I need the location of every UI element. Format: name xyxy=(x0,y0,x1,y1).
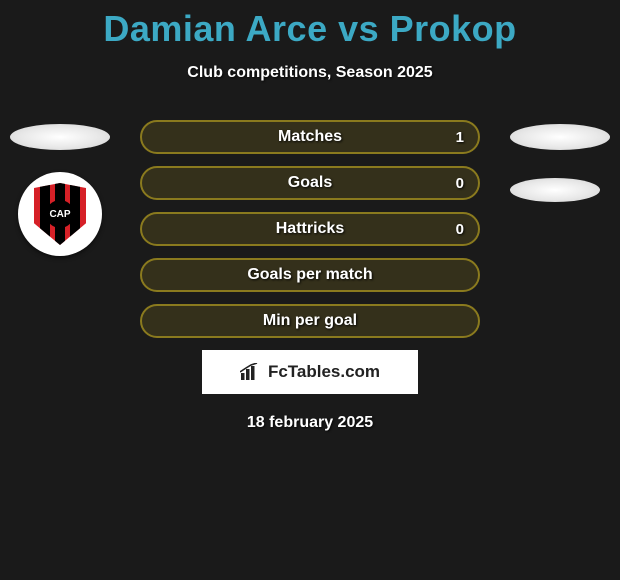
stat-label: Min per goal xyxy=(263,312,357,330)
watermark-banner: FcTables.com xyxy=(202,350,418,394)
stat-label: Goals xyxy=(288,174,332,192)
left-player-placeholder xyxy=(10,124,110,150)
stat-label: Hattricks xyxy=(276,220,344,238)
page-title: Damian Arce vs Prokop xyxy=(0,0,620,50)
player-ellipse-icon xyxy=(10,124,110,150)
watermark-text: FcTables.com xyxy=(268,362,380,382)
content-area: CAP Matches 1 Goals 0 Hattricks 0 Goals … xyxy=(0,120,620,432)
stat-value: 1 xyxy=(456,129,464,146)
stat-label: Matches xyxy=(278,128,342,146)
club-badge-left: CAP xyxy=(18,172,102,256)
stat-row-matches: Matches 1 xyxy=(140,120,480,154)
stat-label: Goals per match xyxy=(247,266,372,284)
player-ellipse-icon xyxy=(510,124,610,150)
right-player-placeholder-stack xyxy=(510,124,610,202)
date-generated: 18 february 2025 xyxy=(0,414,620,432)
bar-chart-icon xyxy=(240,363,262,381)
stat-row-goals-per-match: Goals per match xyxy=(140,258,480,292)
stat-value: 0 xyxy=(456,221,464,238)
stat-row-goals: Goals 0 xyxy=(140,166,480,200)
player-ellipse-icon xyxy=(510,178,600,202)
stats-bar-list: Matches 1 Goals 0 Hattricks 0 Goals per … xyxy=(140,120,480,338)
stat-row-min-per-goal: Min per goal xyxy=(140,304,480,338)
stat-value: 0 xyxy=(456,175,464,192)
stat-row-hattricks: Hattricks 0 xyxy=(140,212,480,246)
club-shield-icon: CAP xyxy=(34,183,86,245)
club-monogram: CAP xyxy=(46,200,74,228)
subtitle: Club competitions, Season 2025 xyxy=(0,64,620,82)
